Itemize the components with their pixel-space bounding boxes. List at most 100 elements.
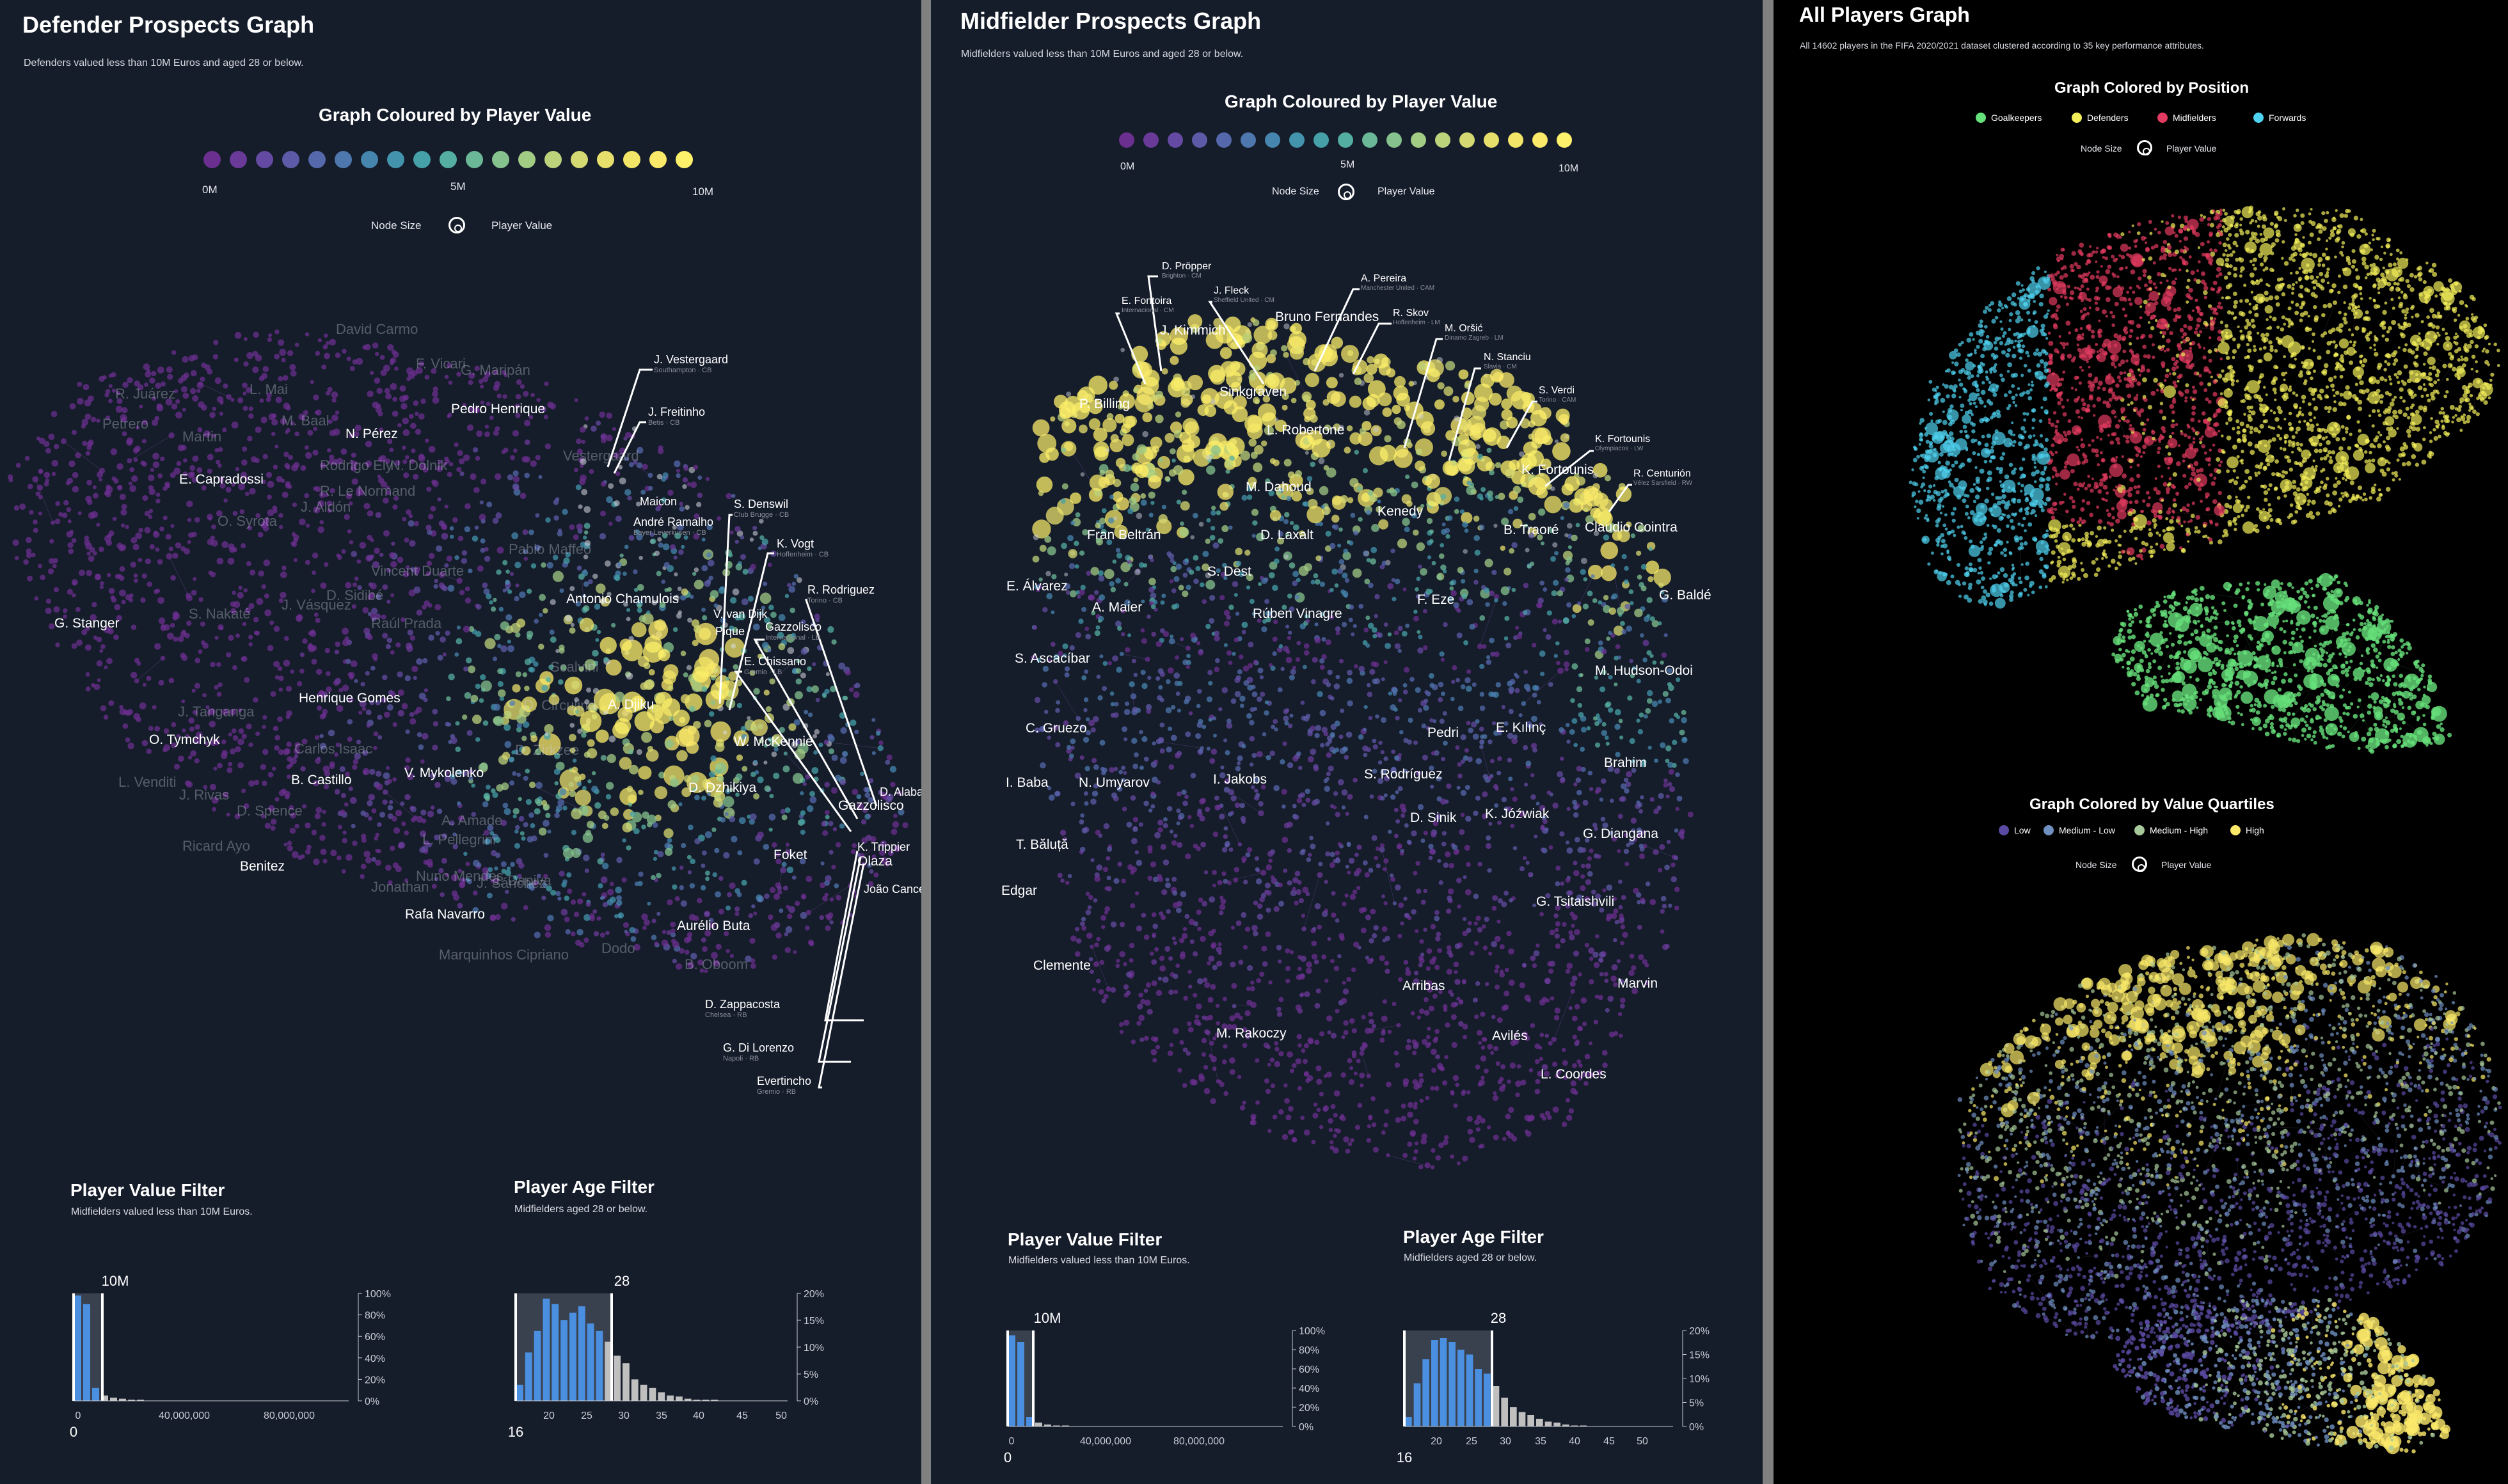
callout-label[interactable]: Maicon: [640, 495, 678, 508]
graph-node: [641, 825, 646, 830]
player-label[interactable]: B. Castillo: [291, 773, 352, 787]
graph-node: [608, 483, 614, 489]
graph-node: [107, 572, 111, 578]
player-label[interactable]: Benitez: [240, 859, 285, 874]
graph-node: [516, 727, 522, 733]
graph-node: [484, 424, 489, 429]
graph-node: [528, 667, 534, 672]
graph-node: [683, 466, 688, 471]
player-label-faint: L. Pellegrini: [422, 832, 496, 848]
graph-node: [725, 788, 731, 794]
player-label[interactable]: Henrique Gomes: [299, 691, 401, 706]
graph-node: [694, 625, 702, 633]
graph-node: [575, 601, 582, 607]
graph-node: [209, 708, 216, 715]
graph-node: [831, 787, 837, 794]
graph-node: [261, 479, 266, 484]
player-label[interactable]: Olaza: [857, 854, 893, 869]
callout-label[interactable]: J. Vestergaard Southampton · CB: [654, 353, 729, 374]
graph-node: [427, 529, 433, 535]
callout-label[interactable]: J. Freitinho Betis · CB: [648, 406, 706, 427]
player-label[interactable]: D. Dzhikiya: [688, 780, 757, 795]
graph-node: [667, 800, 676, 809]
graph-node: [623, 436, 628, 441]
graph-node: [384, 711, 390, 718]
callout-label[interactable]: Pique: [715, 625, 745, 638]
graph-node: [290, 541, 296, 546]
graph-node: [147, 581, 152, 587]
graph-node: [520, 384, 525, 389]
defender-network-graph[interactable]: [0, 0, 921, 1151]
player-label[interactable]: V. Mykolenko: [404, 766, 484, 780]
player-label[interactable]: Gazzolisco: [838, 798, 904, 813]
graph-node: [375, 832, 379, 837]
graph-node: [285, 481, 291, 487]
callout-label[interactable]: K. Vogt Hoffenheim · CB: [777, 537, 829, 558]
graph-node: [176, 461, 182, 466]
player-label[interactable]: Antonio Chamulois: [566, 592, 679, 606]
graph-node: [853, 691, 860, 699]
callout-label[interactable]: V. van Dijk: [713, 608, 768, 620]
player-label[interactable]: Foket: [774, 848, 807, 862]
callout-label[interactable]: André Ramalho Bayer Leverkusen · CB: [633, 516, 714, 537]
graph-node: [113, 634, 119, 640]
graph-node: [489, 600, 493, 605]
graph-node: [734, 888, 740, 894]
graph-node: [394, 460, 401, 466]
graph-node: [43, 441, 50, 447]
player-label[interactable]: Pedro Henrique: [451, 402, 546, 416]
histogram-bar: [74, 1295, 81, 1401]
graph-node: [683, 672, 688, 678]
graph-node: [345, 581, 352, 589]
player-label[interactable]: Rafa Navarro: [405, 907, 485, 922]
graph-node: [822, 693, 827, 699]
graph-node: [170, 575, 176, 581]
player-label[interactable]: N. Pérez: [345, 427, 398, 441]
graph-node: [599, 411, 606, 418]
graph-node: [278, 525, 283, 530]
player-label[interactable]: O. Tymchyk: [149, 732, 220, 747]
player-label[interactable]: E. Capradossi: [179, 472, 264, 487]
graph-node: [657, 851, 664, 858]
graph-node: [367, 594, 374, 600]
graph-node: [108, 399, 113, 404]
player-label[interactable]: W. McKennie: [734, 734, 813, 749]
graph-node: [583, 751, 591, 758]
x-tick-label: 35: [656, 1410, 667, 1421]
graph-node: [788, 906, 795, 913]
graph-node: [804, 709, 809, 714]
graph-node: [243, 337, 248, 342]
graph-node: [524, 472, 530, 478]
graph-node: [387, 438, 393, 445]
player-label[interactable]: Aurélio Buta: [677, 919, 750, 933]
graph-node: [676, 523, 684, 531]
player-label[interactable]: G. Stanger: [54, 616, 120, 631]
graph-node: [383, 772, 390, 780]
player-label-faint: David Carmo: [336, 321, 418, 337]
value-histogram[interactable]: 100%80%60%40%20%0%0 40,000,000 80,000,0001…: [0, 0, 921, 1484]
graph-node: [863, 787, 869, 793]
graph-node: [547, 830, 552, 834]
callout-label[interactable]: S. Denswil Club Brugge · CB: [734, 498, 790, 519]
graph-node: [701, 850, 707, 856]
graph-node: [404, 878, 409, 883]
graph-node: [902, 822, 909, 828]
graph-node: [171, 403, 178, 410]
graph-node: [120, 523, 125, 528]
graph-node: [648, 485, 653, 491]
graph-node: [45, 448, 51, 454]
graph-node: [268, 333, 273, 338]
graph-node: [490, 849, 497, 856]
graph-node: [315, 758, 321, 764]
graph-node: [706, 552, 712, 558]
graph-node: [565, 551, 571, 558]
graph-node: [715, 742, 725, 752]
graph-node: [482, 582, 488, 588]
histogram-bar: [596, 1330, 603, 1401]
graph-node: [654, 550, 660, 556]
graph-node: [729, 954, 734, 958]
player-label[interactable]: A. Djiku: [608, 697, 655, 712]
graph-node: [319, 491, 326, 498]
graph-node: [515, 632, 521, 638]
